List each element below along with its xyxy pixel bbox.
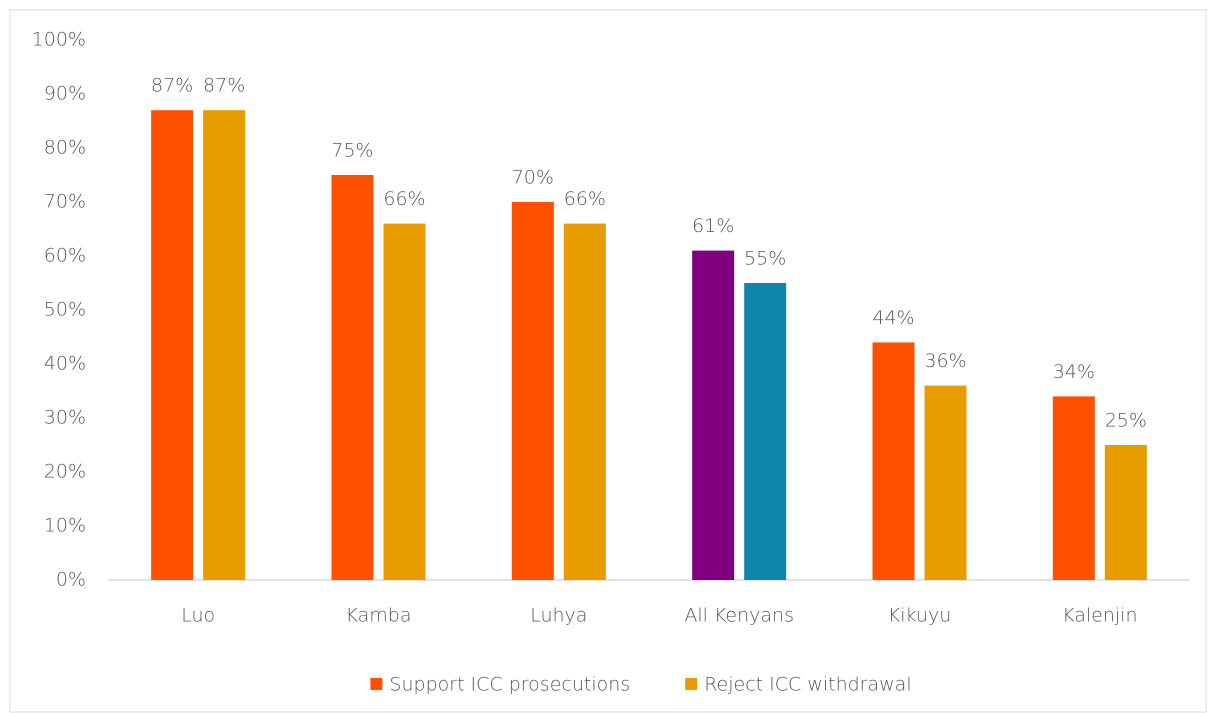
bar	[1052, 396, 1095, 580]
y-tick-label: 10%	[44, 515, 86, 537]
y-tick-label: 30%	[44, 407, 86, 429]
bar	[692, 250, 735, 580]
data-label: 55%	[744, 248, 786, 270]
data-label: 87%	[151, 75, 193, 97]
y-tick-label: 80%	[44, 137, 86, 159]
legend-label: Reject ICC withdrawal	[704, 674, 911, 696]
bar	[203, 110, 246, 580]
bar	[151, 110, 194, 580]
bar	[872, 342, 915, 580]
bar	[331, 175, 374, 580]
x-tick-label: Kalenjin	[1062, 605, 1137, 627]
bar	[511, 202, 554, 580]
bar	[1104, 445, 1147, 580]
data-label: 66%	[564, 188, 606, 210]
chart-frame	[9, 9, 1207, 713]
y-tick-label: 70%	[44, 191, 86, 213]
bar	[383, 223, 426, 580]
data-label: 34%	[1053, 361, 1095, 383]
data-label: 25%	[1105, 410, 1147, 432]
y-tick-label: 60%	[44, 245, 86, 267]
y-tick-label: 100%	[32, 29, 86, 51]
x-tick-label: Luhya	[530, 605, 587, 627]
x-tick-label: Luo	[181, 605, 215, 627]
legend-label: Support ICC prosecutions	[389, 674, 630, 696]
y-tick-label: 0%	[56, 569, 86, 591]
data-label: 87%	[203, 75, 245, 97]
data-label: 36%	[924, 350, 966, 372]
data-label: 70%	[512, 167, 554, 189]
x-tick-label: All Kenyans	[684, 605, 794, 627]
x-tick-label: Kikuyu	[888, 605, 952, 627]
data-label: 44%	[872, 307, 914, 329]
legend-swatch	[685, 678, 698, 690]
y-tick-label: 40%	[44, 353, 86, 375]
y-tick-label: 90%	[44, 83, 86, 105]
y-tick-label: 20%	[44, 461, 86, 483]
data-label: 61%	[692, 215, 734, 237]
data-label: 66%	[383, 188, 425, 210]
bar	[744, 283, 787, 580]
x-tick-label: Kamba	[346, 605, 412, 627]
data-label: 75%	[331, 140, 373, 162]
bar	[924, 385, 967, 580]
y-tick-label: 50%	[44, 299, 86, 321]
legend-swatch	[370, 678, 383, 690]
bar	[563, 223, 606, 580]
